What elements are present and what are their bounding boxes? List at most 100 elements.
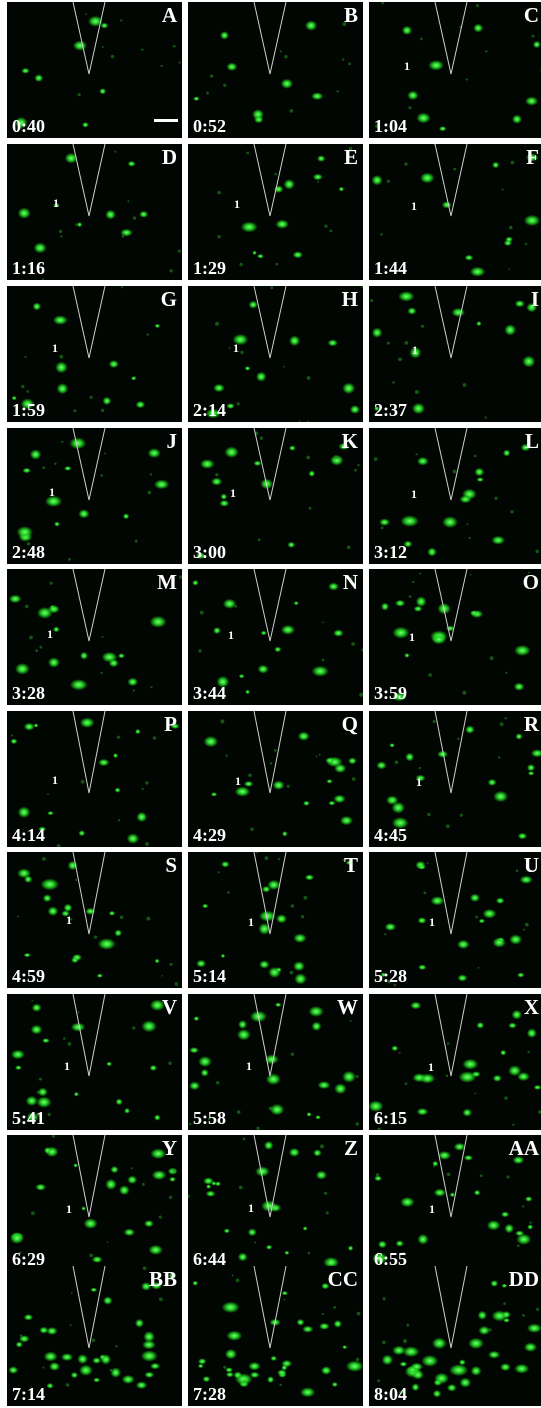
fluorescent-cell bbox=[147, 448, 161, 458]
background-speck bbox=[188, 1194, 190, 1198]
micropipette bbox=[72, 144, 106, 217]
fluorescent-cell bbox=[470, 610, 478, 616]
fluorescent-cell bbox=[200, 459, 215, 469]
fluorescent-cell bbox=[492, 1074, 502, 1082]
fluorescent-cell bbox=[334, 763, 347, 773]
background-speck bbox=[408, 595, 412, 598]
background-speck bbox=[320, 1144, 324, 1149]
panel-letter: O bbox=[522, 570, 539, 594]
panel-letter: L bbox=[524, 429, 539, 453]
fluorescent-cell bbox=[311, 1021, 322, 1031]
background-speck bbox=[70, 1292, 73, 1294]
micropipette bbox=[434, 852, 468, 935]
fluorescent-cell bbox=[302, 1226, 308, 1231]
micrograph-panel-i: I 2:37 1 bbox=[369, 286, 541, 422]
fluorescent-cell bbox=[11, 395, 17, 401]
fluorescent-cell bbox=[371, 175, 383, 186]
fluorescent-cell bbox=[255, 1166, 270, 1177]
micrograph-panel-cc: CC 7:28 bbox=[188, 1266, 363, 1406]
fluorescent-cell bbox=[293, 601, 299, 606]
micrograph-image bbox=[370, 286, 537, 419]
background-speck bbox=[355, 1122, 359, 1126]
fluorescent-cell bbox=[459, 1377, 472, 1388]
cell-label: 1 bbox=[409, 630, 415, 644]
fluorescent-cell bbox=[398, 291, 415, 302]
background-speck bbox=[375, 124, 379, 128]
panel-letter: W bbox=[337, 995, 358, 1019]
timestamp: 1:04 bbox=[374, 116, 407, 136]
fluorescent-cell bbox=[42, 894, 52, 903]
fluorescent-cell bbox=[46, 1382, 54, 1389]
timestamp: 3:28 bbox=[12, 683, 45, 703]
panel-letter: N bbox=[342, 570, 358, 594]
fluorescent-cell bbox=[135, 1381, 148, 1389]
panel-letter: D bbox=[161, 145, 177, 169]
fluorescent-cell bbox=[374, 406, 380, 411]
fluorescent-cell bbox=[247, 1228, 257, 1237]
fluorescent-cell bbox=[434, 1372, 449, 1384]
background-speck bbox=[349, 577, 353, 581]
fluorescent-cell bbox=[22, 467, 31, 474]
micrograph-image bbox=[192, 1266, 363, 1398]
fluorescent-cell bbox=[520, 443, 531, 452]
fluorescent-cell bbox=[30, 1024, 43, 1035]
fluorescent-cell bbox=[524, 1342, 537, 1352]
panel-letter: E bbox=[343, 145, 358, 169]
panel-letter: B bbox=[343, 3, 358, 27]
micrograph-panel-d: D 1:16 1 bbox=[7, 144, 182, 280]
fluorescent-cell bbox=[458, 1071, 477, 1083]
background-speck bbox=[130, 1167, 133, 1170]
fluorescent-cell bbox=[501, 1311, 511, 1319]
background-speck bbox=[250, 827, 254, 831]
timestamp: 4:59 bbox=[12, 966, 45, 986]
fluorescent-cell bbox=[401, 25, 413, 35]
background-speck bbox=[179, 575, 182, 579]
micrograph-image bbox=[11, 286, 161, 413]
background-speck bbox=[404, 341, 409, 345]
timestamp: 2:48 bbox=[12, 542, 45, 562]
cell-label: 1 bbox=[235, 774, 241, 788]
fluorescent-cell bbox=[292, 251, 303, 259]
background-speck bbox=[100, 671, 103, 675]
timestamp: 3:59 bbox=[374, 683, 407, 703]
fluorescent-cell bbox=[449, 1364, 469, 1377]
fluorescent-cell bbox=[103, 1296, 113, 1305]
background-speck bbox=[31, 1211, 35, 1216]
fluorescent-cell bbox=[333, 794, 346, 804]
fluorescent-cell bbox=[449, 1192, 456, 1198]
background-speck bbox=[145, 842, 149, 846]
cell-label: 1 bbox=[429, 1202, 435, 1216]
background-speck bbox=[117, 819, 121, 822]
fluorescent-cell bbox=[26, 1112, 39, 1123]
background-speck bbox=[356, 1311, 361, 1316]
fluorescent-cell bbox=[442, 516, 458, 528]
fluorescent-cell bbox=[333, 629, 344, 637]
micrograph-image bbox=[375, 2, 541, 132]
micrograph-panel-c: C 1:04 1 bbox=[369, 2, 541, 138]
fluorescent-cell bbox=[35, 1183, 46, 1191]
background-speck bbox=[342, 22, 347, 26]
background-speck bbox=[75, 878, 78, 881]
fluorescent-cell bbox=[490, 1280, 499, 1287]
micrograph-panel-r: R 4:45 1 bbox=[369, 711, 541, 847]
background-speck bbox=[380, 233, 383, 236]
fluorescent-cell bbox=[500, 1363, 511, 1372]
background-speck bbox=[39, 645, 43, 649]
panel-letter: Q bbox=[341, 712, 358, 736]
background-speck bbox=[147, 490, 152, 495]
background-speck bbox=[134, 376, 137, 379]
fluorescent-cell bbox=[64, 466, 72, 471]
fluorescent-cell bbox=[264, 1140, 274, 1150]
background-speck bbox=[503, 1302, 506, 1305]
micrograph-panel-h: H 2:14 1 bbox=[188, 286, 363, 422]
panel-letter: T bbox=[343, 853, 358, 877]
fluorescent-cell bbox=[395, 1240, 404, 1247]
background-speck bbox=[132, 1026, 136, 1030]
fluorescent-cell bbox=[53, 626, 60, 633]
fluorescent-cell bbox=[428, 60, 444, 71]
fluorescent-cell bbox=[391, 1045, 399, 1052]
background-speck bbox=[326, 1260, 329, 1263]
fluorescent-cell bbox=[369, 1100, 384, 1112]
background-speck bbox=[116, 735, 120, 739]
micrograph-image bbox=[376, 711, 541, 840]
